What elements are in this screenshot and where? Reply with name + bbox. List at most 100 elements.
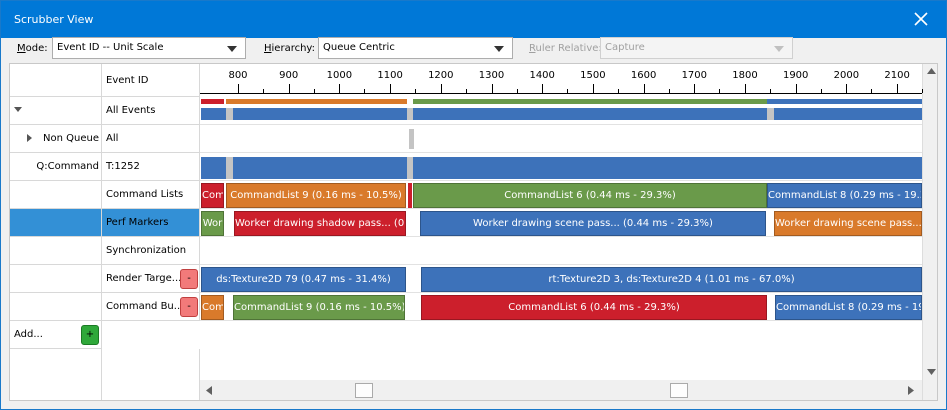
ruler-header: Event ID	[102, 64, 200, 97]
remove-button[interactable]: -	[180, 297, 198, 317]
timeline-segment[interactable]: Worker drawing scene pass... (0.44 ms - …	[420, 211, 766, 236]
ruler-tick	[897, 84, 899, 93]
timeline-bar	[233, 108, 407, 120]
add-button[interactable]: +	[81, 325, 99, 345]
timeline-segment[interactable]: CommandList 8 (0.29 ms - 19.3%	[775, 295, 922, 320]
ruler-tick-label: 1300	[478, 70, 505, 81]
ruler-minor-tick	[617, 89, 619, 93]
timeline-segment[interactable]: CommandList 9 (0.16 ms - 10.5%)	[226, 183, 406, 208]
timeline-bar	[413, 157, 922, 179]
timeline-bar	[408, 183, 412, 208]
timeline-bar	[767, 99, 922, 104]
ruler-tick	[795, 84, 797, 93]
ruler-tick	[846, 84, 848, 93]
timeline-bar	[774, 108, 922, 120]
row-line	[200, 180, 922, 181]
ruler-tick-label: 1200	[428, 70, 454, 81]
horizontal-scrollbar[interactable]	[200, 380, 922, 400]
row-group	[10, 97, 102, 125]
row-label: All	[102, 125, 200, 153]
timeline-segment[interactable]: rt:Texture2D 3, ds:Texture2D 4 (1.01 ms …	[421, 267, 922, 292]
row-group	[10, 265, 102, 293]
row-group: Add...	[10, 321, 102, 349]
ruler-combo: Capture	[600, 37, 793, 59]
row-label: Command Lists	[102, 181, 200, 209]
ruler-tick-label: 1600	[630, 70, 657, 81]
timeline-bar	[201, 108, 226, 120]
window-title: Scrubber View	[14, 13, 94, 26]
ruler-tick-label: 1100	[377, 70, 403, 81]
hierarchy-combo[interactable]: Queue Centric	[318, 37, 513, 59]
timeline-bar	[226, 108, 233, 120]
timeline-bar	[409, 129, 414, 149]
ruler-tick	[694, 84, 696, 93]
timeline-bar	[767, 108, 774, 120]
ruler-minor-tick	[364, 89, 366, 93]
ruler-tick	[339, 84, 341, 93]
remove-button[interactable]: -	[180, 269, 198, 289]
vertical-scrollbar[interactable]	[922, 64, 937, 400]
ruler-tick-label: 900	[279, 70, 299, 81]
row-label: All Events	[102, 97, 200, 125]
timeline-bar	[413, 108, 767, 120]
timeline-grid: Event ID 800 900 1000 1100 1200 1300 1400 1500 1…	[9, 63, 938, 401]
close-button[interactable]	[914, 12, 928, 26]
timeline-segment[interactable]: Worker drawing shadow pass... (0.1	[234, 211, 406, 236]
ruler-minor-tick	[415, 89, 417, 93]
expand-arrow[interactable]	[27, 134, 36, 142]
timeline-segment[interactable]: Com	[201, 183, 224, 208]
timeline-bar	[226, 99, 407, 104]
ruler-baseline	[200, 93, 922, 94]
ruler-tick-label: 2100	[884, 70, 910, 81]
row-line	[200, 152, 922, 153]
timeline-segment[interactable]: Worker drawing scene pass... (0.4	[774, 211, 922, 236]
ruler-tick	[592, 84, 594, 93]
row-group: Q:Command	[10, 153, 102, 181]
row-line	[200, 208, 922, 209]
mode-label: Mode:	[17, 43, 48, 54]
collapse-arrow[interactable]	[14, 107, 22, 116]
ruler-minor-tick	[922, 89, 924, 93]
ruler-tick-label: 800	[228, 70, 248, 81]
timeline-segment[interactable]: Wor	[201, 211, 224, 236]
ruler-tick	[288, 84, 290, 93]
row-label: Perf Markers	[102, 209, 200, 237]
ruler-tick-label: 1000	[326, 70, 353, 81]
ruler-tick-label: 1900	[782, 70, 809, 81]
ruler-tick-label: 1400	[529, 70, 555, 81]
ruler-minor-tick	[516, 89, 518, 93]
timeline-segment[interactable]: CommandList 6 (0.44 ms - 29.3%)	[421, 295, 767, 320]
timeline-segment[interactable]: CommandList 6 (0.44 ms - 29.3%)	[413, 183, 767, 208]
ruler-tick	[390, 84, 392, 93]
mode-combo[interactable]: Event ID -- Unit Scale	[52, 37, 246, 59]
timeline-segment[interactable]: ds:Texture2D 79 (0.47 ms - 31.4%)	[201, 267, 406, 292]
ruler-label: Ruler Relative:	[529, 43, 602, 54]
row-group	[10, 181, 102, 209]
row-label: Synchronization	[102, 237, 200, 265]
ruler-minor-tick	[820, 89, 822, 93]
ruler-minor-tick	[263, 89, 264, 93]
title-bar: Scrubber View	[1, 1, 946, 38]
ruler-tick	[238, 84, 239, 93]
row-label: Command Bu...	[102, 293, 200, 321]
timeline-bar	[233, 157, 407, 179]
timeline-bar	[407, 108, 413, 120]
row-group	[10, 237, 102, 265]
ruler-minor-tick	[668, 89, 670, 93]
ruler-tick-label: 1700	[681, 70, 708, 81]
timeline-segment[interactable]: CommandList 9 (0.16 ms - 10.5%)	[233, 295, 405, 320]
row-label: Render Targe...	[102, 265, 200, 293]
ruler-tick	[542, 84, 544, 93]
ruler-minor-tick	[871, 89, 873, 93]
timeline-segment[interactable]: Com	[201, 295, 224, 320]
timeline-bar	[407, 157, 413, 179]
ruler-minor-tick	[313, 89, 315, 93]
row-group	[10, 293, 102, 321]
row-line	[200, 292, 922, 293]
row-line	[200, 264, 922, 265]
timeline-bar	[201, 99, 224, 104]
timeline-segment[interactable]: CommandList 8 (0.29 ms - 19.3%)	[767, 183, 922, 208]
hierarchy-label: Hierarchy:	[264, 43, 315, 54]
ruler-minor-tick	[465, 89, 467, 93]
